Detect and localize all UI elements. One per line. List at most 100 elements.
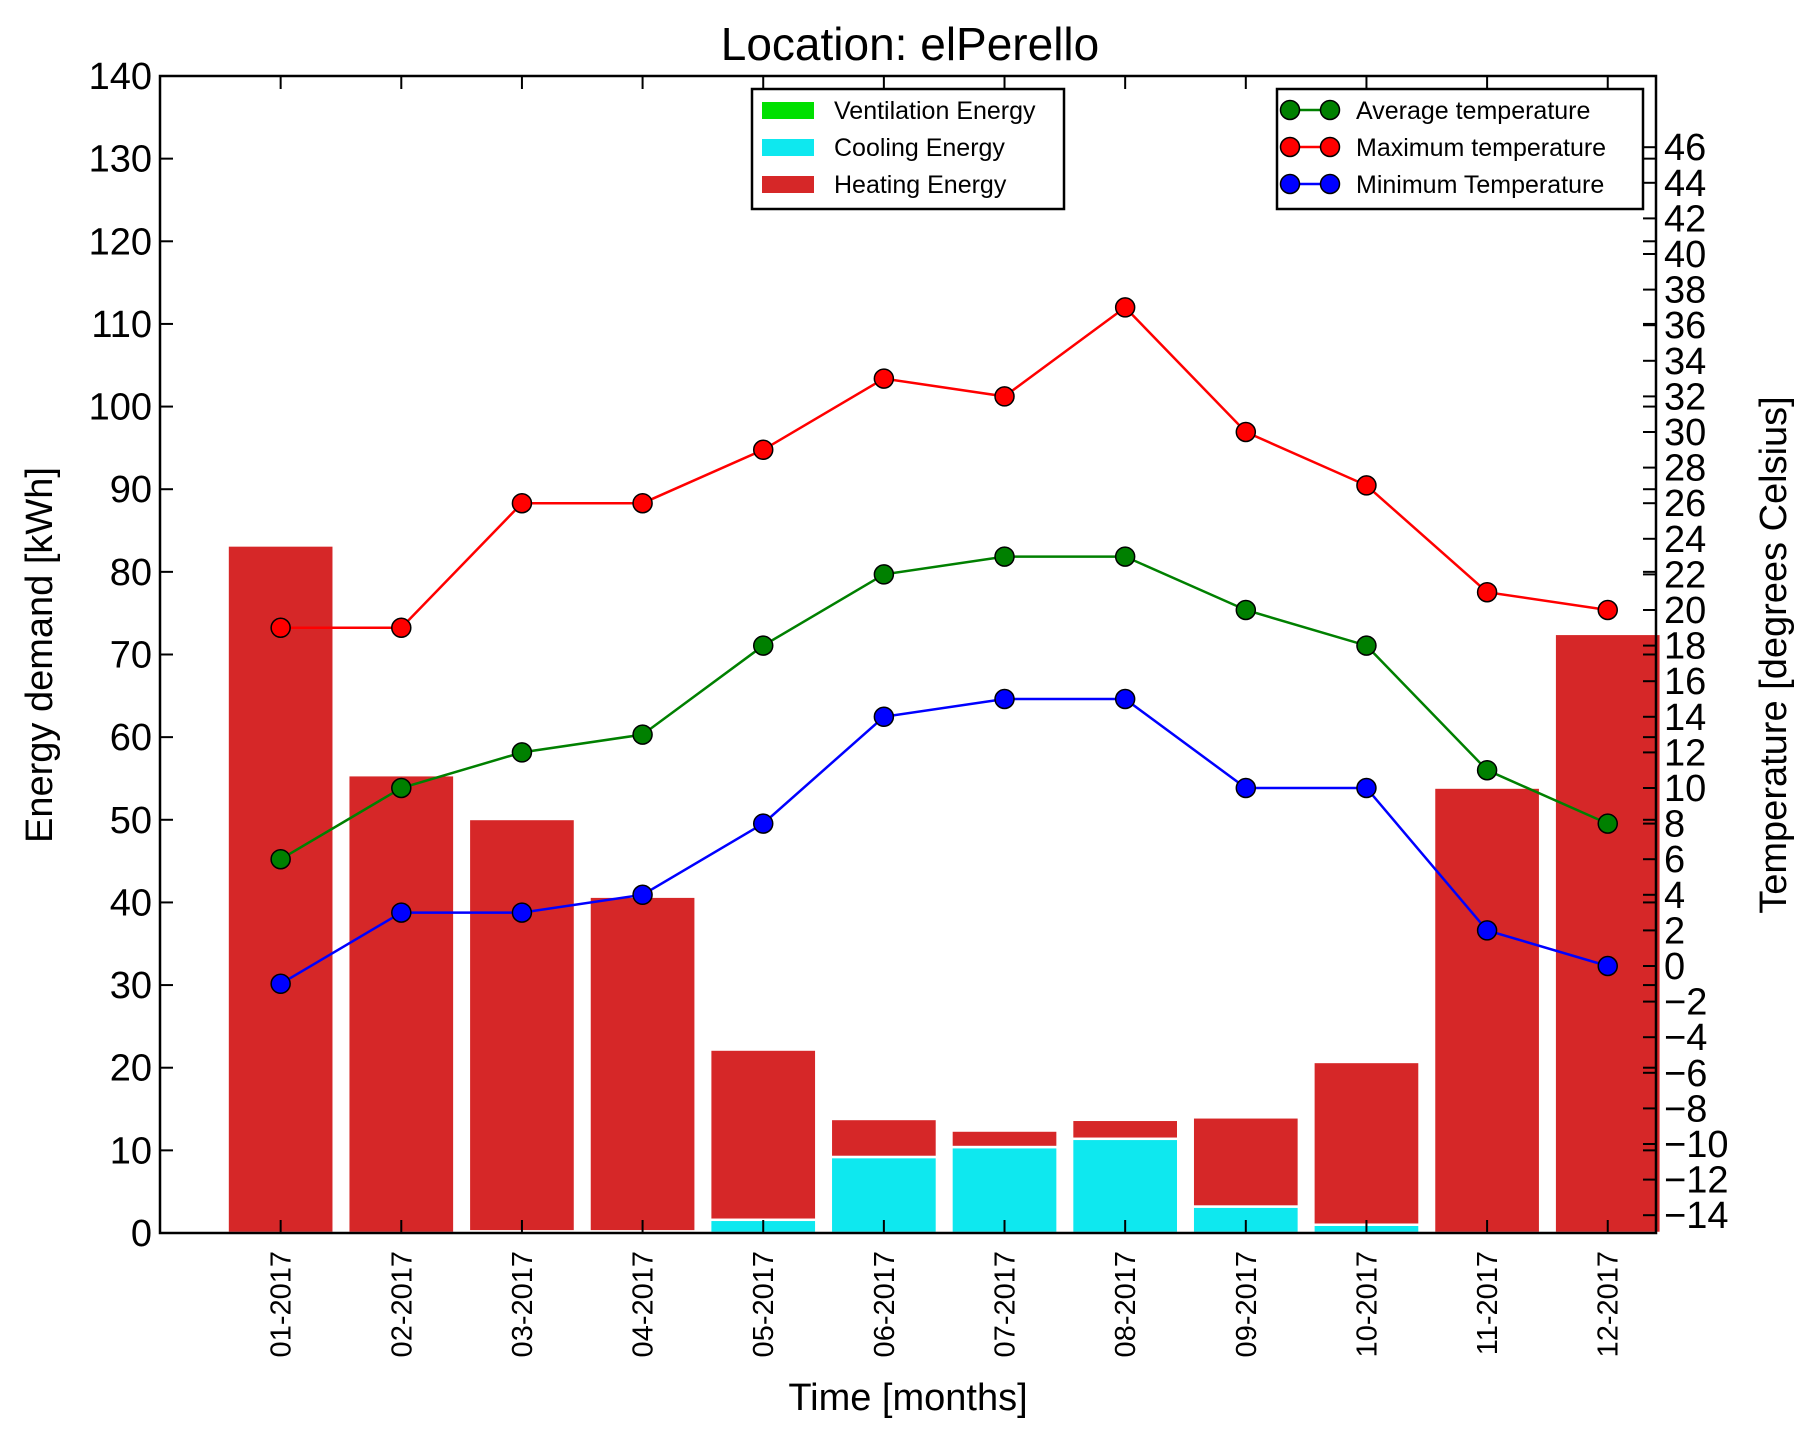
bar-heating-energy-05-2017 — [708, 1048, 818, 1222]
bar-heating-energy-11-2017 — [1432, 786, 1542, 1235]
x-axis-label: Time [months] — [788, 1377, 1027, 1419]
x-tick-label: 05-2017 — [748, 1251, 780, 1357]
point-maximum-temperature-03-2017 — [511, 492, 533, 514]
legend-label-ventilation-energy: Ventilation Energy — [834, 97, 1036, 125]
left-tick-label: 130 — [89, 139, 152, 181]
legend-label-maximum-temperature: Maximum temperature — [1356, 134, 1606, 162]
point-average-temperature-07-2017 — [994, 546, 1015, 567]
right-tick-label: 34 — [1664, 341, 1706, 383]
point-average-temperature-02-2017 — [391, 777, 412, 799]
right-tick-label: −2 — [1664, 982, 1707, 1024]
right-tick-label: 10 — [1664, 768, 1706, 810]
point-minimum-temperature-04-2017 — [632, 884, 653, 906]
point-minimum-temperature-03-2017 — [511, 902, 533, 923]
bar-cooling-energy-07-2017 — [950, 1145, 1059, 1235]
right-tick-label: −4 — [1664, 1017, 1707, 1059]
right-tick-label: 0 — [1664, 946, 1685, 988]
y2-axis-label: Temperature [degrees Celsius] — [1753, 396, 1795, 913]
point-maximum-temperature-04-2017 — [632, 492, 653, 514]
left-tick-label: 90 — [110, 469, 152, 511]
chart-title: Location: elPerello — [721, 18, 1099, 70]
right-tick-label: −14 — [1664, 1195, 1728, 1237]
point-minimum-temperature-05-2017 — [752, 813, 774, 834]
bar-heating-energy-07-2017 — [950, 1129, 1059, 1149]
legend-marker-average-temperature — [1279, 99, 1301, 121]
point-minimum-temperature-02-2017 — [391, 902, 412, 923]
x-tick-label: 03-2017 — [507, 1251, 539, 1357]
point-maximum-temperature-02-2017 — [391, 617, 412, 639]
left-tick-label: 10 — [110, 1130, 152, 1172]
point-average-temperature-01-2017 — [270, 848, 291, 870]
point-minimum-temperature-01-2017 — [270, 973, 291, 995]
legend-marker-average-temperature — [1319, 99, 1341, 121]
point-minimum-temperature-11-2017 — [1476, 920, 1498, 941]
x-axis: 01-2017 02-2017 03-2017 04-2017 05-2017 06-20… — [266, 76, 1625, 1357]
bar-heating-energy-06-2017 — [829, 1117, 939, 1159]
legend-marker-maximum-temperature — [1279, 136, 1301, 158]
bar-heating-energy-08-2017 — [1070, 1118, 1180, 1141]
y-axis-label: Energy demand [kWh] — [19, 467, 61, 843]
x-tick-label: 08-2017 — [1110, 1251, 1142, 1357]
point-maximum-temperature-01-2017 — [270, 617, 291, 639]
point-maximum-temperature-11-2017 — [1476, 581, 1498, 603]
left-tick-label: 110 — [91, 304, 152, 346]
right-tick-label: 14 — [1664, 697, 1706, 739]
right-tick-label: 26 — [1664, 483, 1706, 525]
bar-heating-energy-01-2017 — [226, 544, 335, 1235]
bar-heating-energy-02-2017 — [346, 773, 456, 1235]
right-tick-label: 12 — [1664, 732, 1706, 774]
left-tick-label: 70 — [110, 635, 152, 677]
left-tick-label: 80 — [110, 552, 152, 594]
right-tick-label: −6 — [1664, 1053, 1707, 1095]
x-tick-label: 09-2017 — [1231, 1251, 1263, 1357]
right-tick-label: 22 — [1664, 554, 1706, 596]
right-tick-label: 36 — [1664, 305, 1706, 347]
right-tick-label: −12 — [1664, 1160, 1728, 1202]
right-tick-label: 44 — [1664, 163, 1706, 205]
legend-swatch-ventilation-energy — [762, 102, 814, 119]
energy-legend: Ventilation Energy Cooling Energy Heating … — [750, 87, 1066, 211]
point-minimum-temperature-08-2017 — [1114, 688, 1136, 710]
right-tick-label: 40 — [1664, 234, 1706, 276]
legend-marker-minimum-temperature — [1319, 173, 1341, 195]
legend-label-heating-energy: Heating Energy — [834, 171, 1007, 199]
bar-heating-energy-12-2017 — [1553, 632, 1663, 1235]
point-average-temperature-05-2017 — [752, 635, 774, 656]
right-tick-label: 4 — [1664, 875, 1685, 917]
point-maximum-temperature-05-2017 — [752, 439, 774, 461]
x-tick-label: 10-2017 — [1351, 1251, 1383, 1357]
right-tick-label: 28 — [1664, 448, 1706, 490]
point-maximum-temperature-10-2017 — [1356, 475, 1377, 496]
line-maximum-temperature — [280, 305, 1608, 630]
point-average-temperature-04-2017 — [632, 724, 653, 745]
point-maximum-temperature-06-2017 — [873, 368, 895, 389]
legend-swatch-heating-energy — [762, 176, 814, 193]
right-tick-label: 38 — [1664, 270, 1706, 312]
right-tick-label: 8 — [1664, 804, 1685, 846]
left-tick-label: 120 — [89, 221, 152, 263]
legend-swatch-cooling-energy — [762, 139, 814, 156]
bars-layer — [226, 544, 1663, 1235]
point-minimum-temperature-07-2017 — [994, 688, 1015, 710]
left-tick-label: 140 — [89, 56, 152, 98]
x-tick-label: 11-2017 — [1472, 1251, 1504, 1355]
line-minimum-temperature — [280, 697, 1609, 985]
point-average-temperature-08-2017 — [1114, 546, 1136, 567]
x-tick-label: 04-2017 — [628, 1251, 660, 1357]
left-tick-label: 30 — [110, 965, 152, 1007]
point-average-temperature-11-2017 — [1476, 759, 1498, 781]
point-maximum-temperature-09-2017 — [1235, 421, 1257, 443]
bar-heating-energy-03-2017 — [467, 817, 577, 1233]
point-maximum-temperature-07-2017 — [994, 386, 1015, 407]
point-minimum-temperature-12-2017 — [1597, 955, 1618, 977]
right-tick-label: 24 — [1664, 519, 1706, 561]
right-tick-label: 6 — [1664, 839, 1685, 881]
right-tick-label: 2 — [1664, 910, 1685, 952]
right-tick-label: 30 — [1664, 412, 1706, 454]
left-tick-label: 60 — [110, 717, 152, 759]
right-tick-label: −8 — [1664, 1088, 1707, 1130]
right-tick-label: 20 — [1664, 590, 1706, 632]
point-average-temperature-12-2017 — [1597, 813, 1618, 834]
point-maximum-temperature-12-2017 — [1597, 599, 1618, 621]
right-axis: −14−12−10−8−6−4−202468101214161820222426… — [1643, 127, 1728, 1237]
